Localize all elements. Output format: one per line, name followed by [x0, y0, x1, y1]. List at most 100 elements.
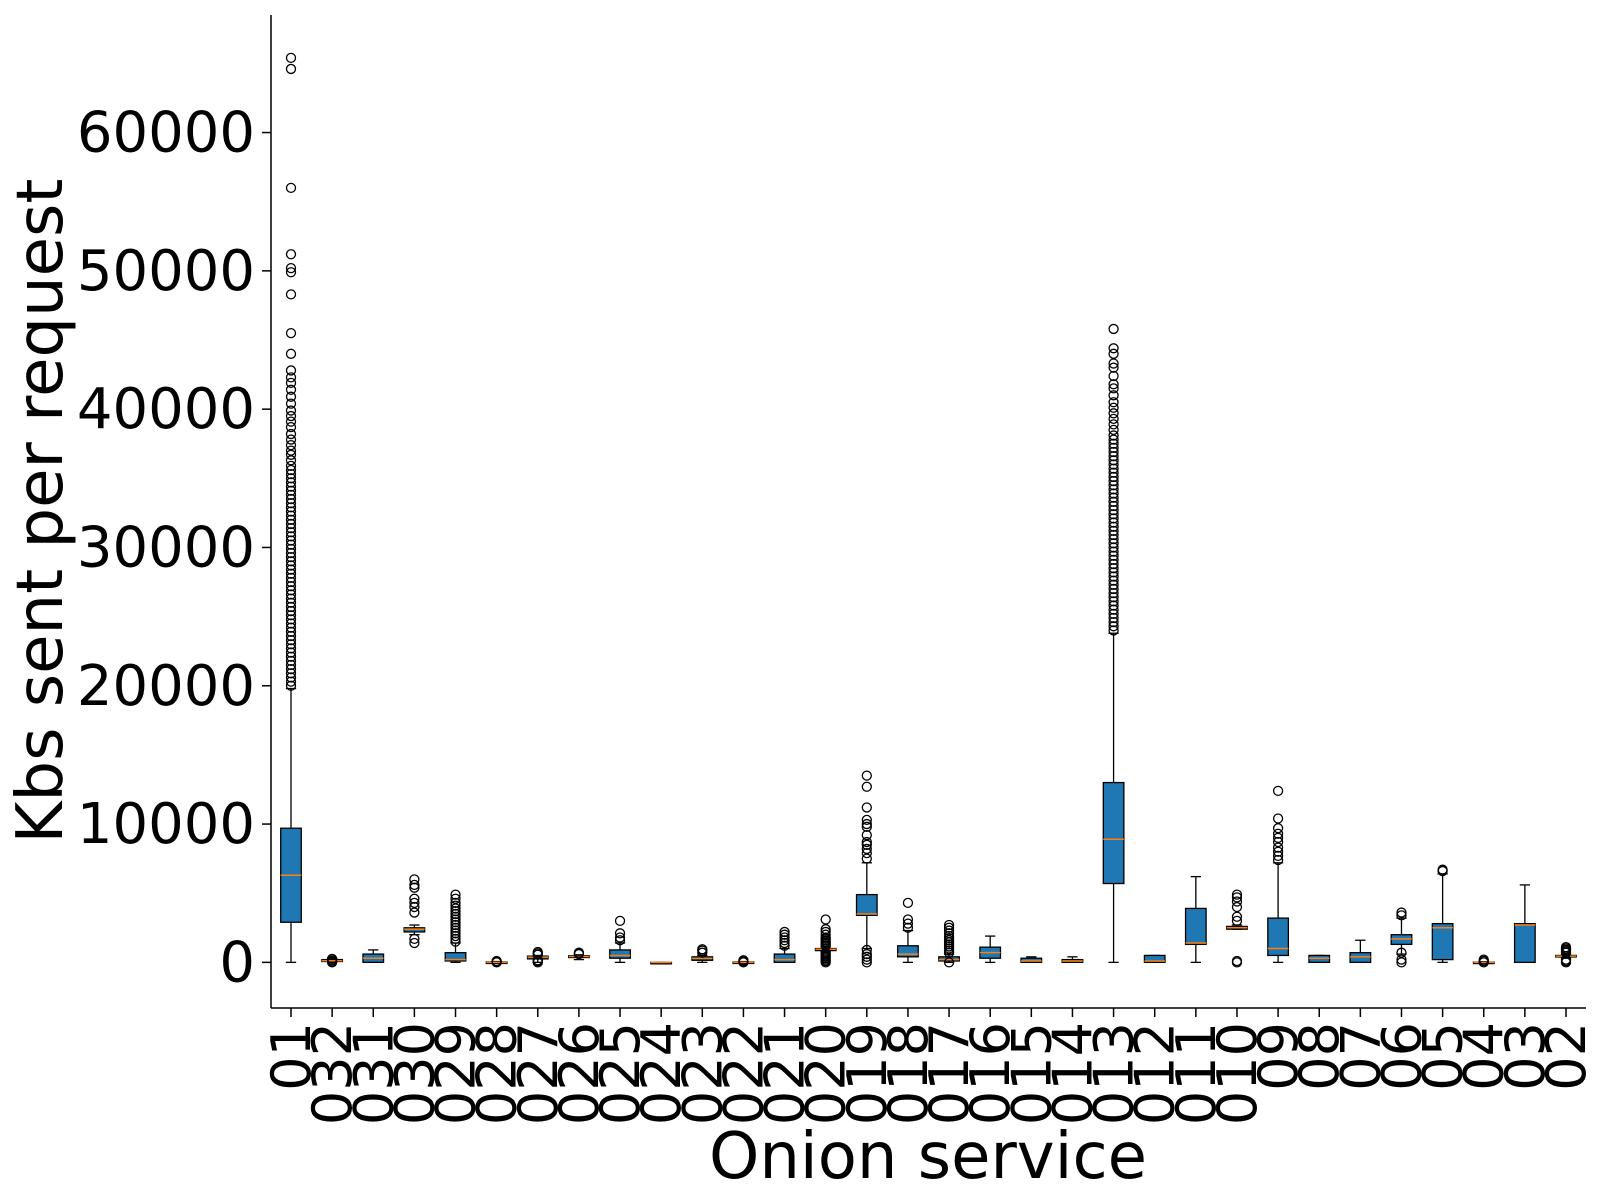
x-tick-label: 013	[1083, 1022, 1146, 1125]
box-group-07	[1349, 939, 1372, 964]
outlier-point	[779, 940, 790, 951]
outlier-point	[1231, 911, 1243, 922]
x-tick-label: 030	[383, 1022, 446, 1125]
plot-area	[280, 52, 1577, 968]
outlier-point	[285, 572, 297, 584]
box-group-012	[1143, 954, 1166, 964]
outlier-point	[1108, 323, 1119, 335]
outlier-point	[1231, 892, 1243, 903]
outlier-point	[1108, 348, 1119, 359]
outlier-point	[285, 626, 297, 637]
outlier-point	[285, 576, 297, 588]
outlier-point	[285, 547, 297, 559]
x-tick-label: 016	[959, 1022, 1022, 1125]
outlier-point	[285, 327, 297, 339]
outlier-point	[285, 405, 297, 416]
outlier-point	[532, 946, 543, 958]
outlier-point	[285, 680, 297, 691]
y-axis-ticks: 0 10000 20000 30000 40000 50000 60000	[77, 101, 271, 995]
outlier-point	[285, 449, 297, 460]
outlier-point	[285, 410, 297, 422]
outlier-point	[820, 914, 831, 925]
x-tick-label: 017	[918, 1022, 981, 1125]
x-tick-label: 023	[671, 1022, 734, 1125]
outlier-point	[861, 814, 872, 826]
box-group-05	[1431, 864, 1454, 964]
outlier-point	[820, 926, 831, 938]
outlier-point	[861, 954, 872, 965]
outlier-point	[861, 951, 872, 962]
outlier-point	[1396, 947, 1407, 958]
outlier-point	[861, 847, 872, 859]
outlier-point	[285, 502, 297, 513]
x-tick-label: 010	[1206, 1022, 1269, 1125]
outlier-point	[450, 906, 461, 917]
box-group-023	[691, 944, 714, 964]
outlier-point	[409, 907, 420, 918]
box-group-027	[526, 946, 549, 968]
x-tick-label: 019	[836, 1022, 899, 1125]
outlier-point	[1108, 383, 1119, 394]
outlier-point	[697, 944, 708, 955]
box-group-09	[1267, 785, 1290, 964]
outlier-point	[779, 926, 790, 938]
outlier-point	[285, 289, 297, 300]
box	[1267, 917, 1290, 957]
outlier-point	[285, 510, 297, 521]
outlier-point	[285, 589, 297, 600]
outlier-point	[1272, 842, 1284, 853]
y-tick-label: 20000	[77, 654, 255, 719]
outlier-point	[285, 568, 297, 579]
outlier-point	[1231, 915, 1243, 927]
outlier-point	[861, 802, 872, 813]
outlier-point	[614, 932, 626, 943]
outlier-point	[861, 829, 872, 841]
box-group-019	[855, 770, 878, 968]
box-group-024	[650, 961, 673, 965]
outlier-point	[1272, 832, 1284, 844]
outlier-point	[285, 262, 297, 274]
outlier-point	[285, 421, 297, 433]
box-group-04	[1472, 954, 1495, 968]
x-tick-label: 024	[630, 1022, 693, 1125]
x-axis-ticks: 0103203103002902802702602502402302202102…	[260, 1008, 1598, 1125]
outlier-point	[285, 643, 297, 654]
outlier-point	[491, 955, 502, 967]
outlier-point	[1108, 408, 1119, 419]
outlier-point	[1108, 500, 1119, 512]
outlier-point	[1108, 612, 1119, 624]
outlier-point	[1108, 455, 1119, 466]
outlier-point	[1231, 896, 1243, 907]
outlier-point	[450, 919, 461, 931]
outlier-point	[820, 924, 831, 935]
x-tick-label: 018	[877, 1022, 940, 1125]
box-group-021	[773, 926, 796, 964]
outlier-point	[1478, 954, 1489, 965]
x-tick-label: 01	[260, 1022, 323, 1091]
outlier-point	[902, 922, 914, 933]
box	[444, 952, 467, 962]
y-tick-label: 60000	[77, 101, 255, 166]
x-tick-label: 028	[466, 1022, 529, 1125]
outlier-point	[285, 460, 297, 472]
box-group-013	[1102, 323, 1125, 964]
outlier-point	[285, 455, 297, 466]
box-group-029	[444, 889, 467, 964]
outlier-point	[1108, 451, 1119, 462]
outlier-point	[409, 879, 420, 891]
outlier-point	[738, 955, 749, 966]
box-group-020	[814, 914, 837, 968]
outlier-point	[1272, 823, 1284, 834]
box-group-01	[280, 52, 302, 964]
outlier-point	[1108, 379, 1119, 390]
outlier-point	[902, 897, 914, 909]
outlier-point	[1272, 828, 1284, 839]
box-group-015	[1020, 956, 1043, 964]
box	[609, 949, 631, 959]
box-group-02	[1555, 941, 1577, 968]
box	[1184, 907, 1207, 946]
outlier-point	[285, 384, 297, 395]
outlier-point	[1108, 434, 1119, 445]
outlier-point	[779, 935, 790, 946]
outlier-point	[285, 651, 297, 662]
